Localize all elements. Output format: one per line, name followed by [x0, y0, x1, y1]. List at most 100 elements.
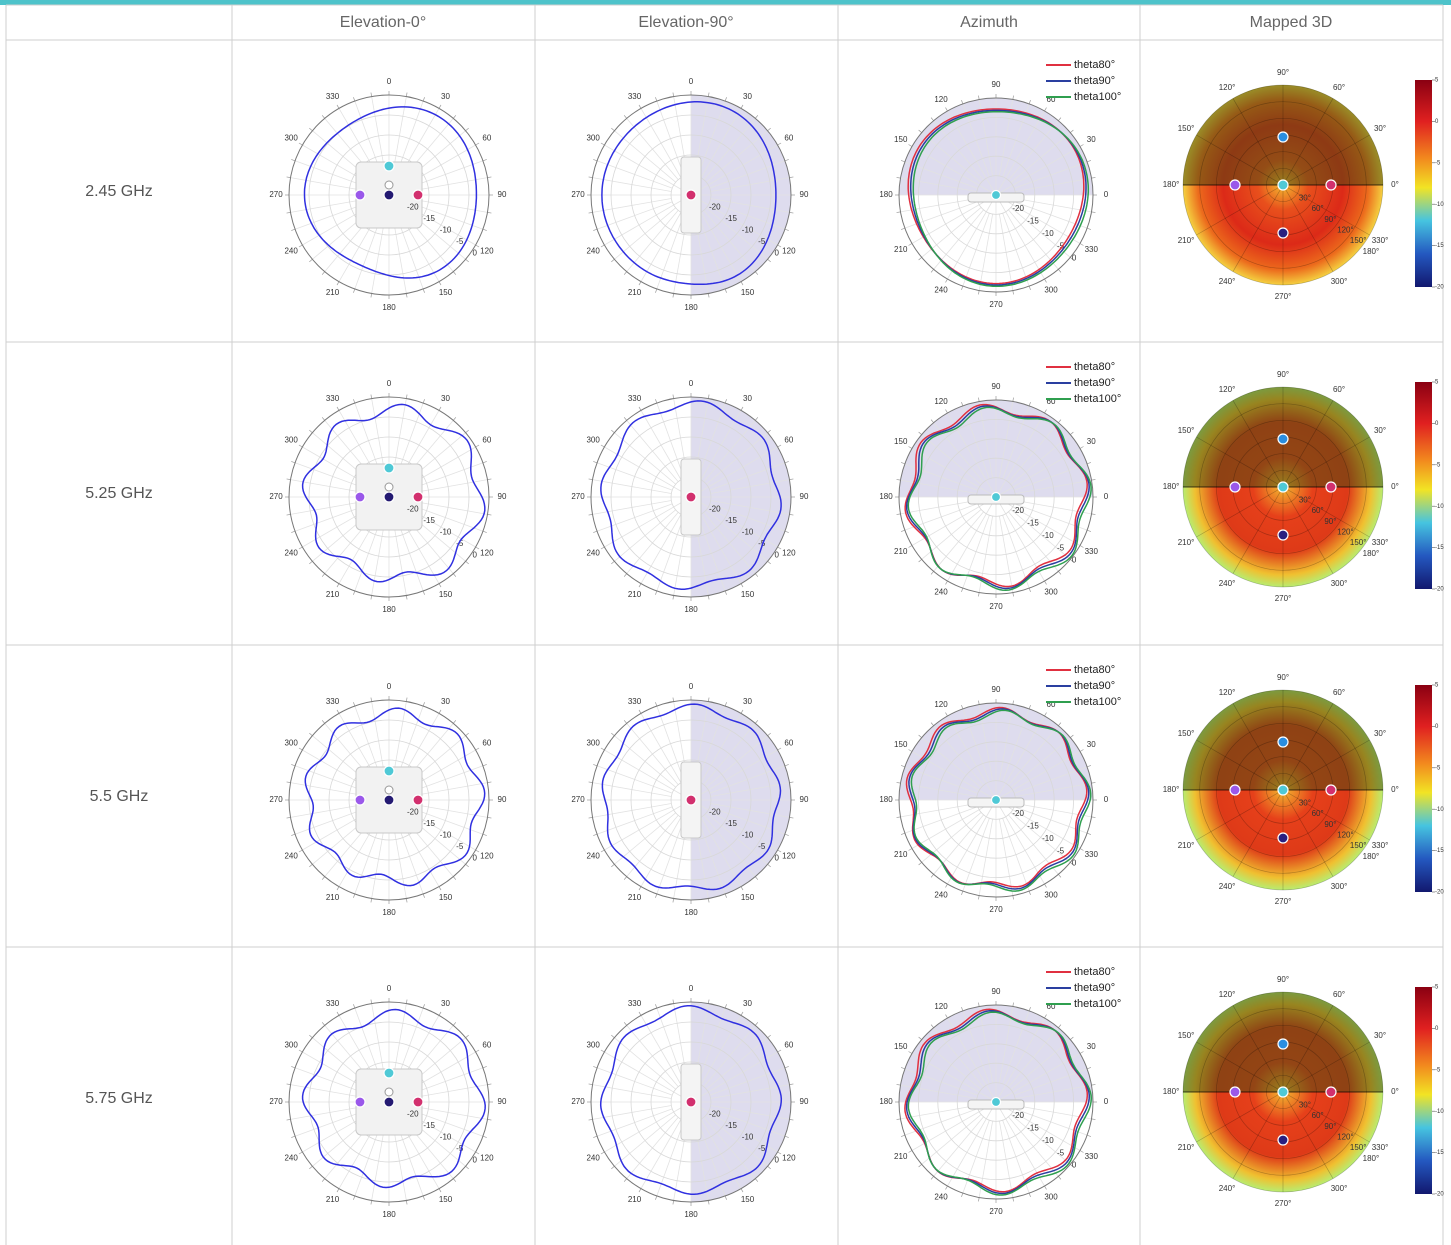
angle-tick	[755, 720, 759, 724]
angle-tick	[1044, 1014, 1047, 1019]
radial-label: -20	[709, 203, 721, 212]
angle-tick	[336, 406, 340, 411]
angle-label: 300	[1044, 587, 1058, 596]
radial-grid	[328, 134, 450, 256]
angle-tick	[961, 588, 964, 593]
angle-label: 300	[1044, 1192, 1058, 1201]
angle-label: 330	[628, 697, 642, 706]
spoke	[604, 446, 692, 498]
angle-tick	[672, 293, 674, 298]
theta-label: 120°	[1337, 831, 1354, 840]
angle-tick	[1087, 765, 1092, 768]
angle-label: 0	[689, 379, 694, 388]
angle-tick	[789, 514, 794, 516]
marker-dot	[990, 794, 1002, 806]
angle-label: 150	[439, 288, 453, 297]
angle-tick	[321, 573, 325, 577]
angle-tick	[438, 1188, 442, 1193]
angle-tick	[321, 1178, 325, 1182]
marker-dot	[412, 1096, 424, 1108]
angle-tick	[724, 702, 727, 707]
marker-dot	[685, 1096, 697, 1108]
angle-label: 120	[480, 549, 494, 558]
radial-grid	[898, 399, 1094, 595]
angle-tick	[789, 478, 794, 480]
angle-tick	[672, 1200, 674, 1205]
table-row: 5.5 GHz0306090120150180210240270300330-2…	[90, 664, 1445, 917]
angle-label: 90	[498, 492, 507, 501]
radial-grid	[898, 97, 1094, 293]
elevation-90-plot: 0 30 60 90 120 150 180 210 240 270 300 330 -20 -15 -10…	[571, 379, 809, 614]
angle-tick	[708, 697, 710, 702]
angle-tick	[945, 1014, 948, 1019]
colorbar-label: -10	[1435, 202, 1444, 208]
angle-label: 90	[498, 190, 507, 199]
marker-dot	[383, 189, 395, 201]
angle-tick	[655, 97, 658, 102]
angle-label: 90	[800, 795, 809, 804]
angle-tick	[291, 764, 296, 767]
radial-grid	[956, 457, 1036, 537]
mapped-3d-plot: 0°30°60°90°120°150°180°210°240°270°300°3…	[1163, 673, 1445, 906]
angle-label: 240°	[1219, 882, 1236, 891]
angle-label: 150	[439, 590, 453, 599]
angle-tick	[708, 92, 710, 97]
radial-label: -20	[1012, 809, 1024, 818]
radial-label: -5	[1057, 1148, 1065, 1157]
angle-tick	[370, 595, 372, 600]
angle-tick	[453, 417, 457, 421]
angle-tick	[961, 286, 964, 291]
angle-label: 150	[741, 288, 755, 297]
angle-label: 0°	[1391, 1087, 1399, 1096]
angle-tick	[908, 446, 913, 449]
angle-tick	[1028, 401, 1031, 406]
spoke	[604, 1051, 692, 1103]
angle-tick	[353, 702, 356, 707]
marker-dot	[1325, 179, 1337, 191]
radial-label: -15	[725, 214, 737, 223]
angle-tick	[298, 1151, 303, 1155]
column-header: Elevation-90°	[638, 14, 733, 31]
angle-tick	[422, 97, 425, 102]
angle-label: 90	[800, 492, 809, 501]
radial-label: -10	[440, 528, 452, 537]
angle-tick	[1091, 177, 1096, 179]
angle-tick	[593, 833, 598, 836]
theta-label: 90°	[1324, 820, 1336, 829]
angle-tick	[945, 712, 948, 717]
angle-label: 240°	[1219, 1184, 1236, 1193]
angle-label: 30	[1087, 1042, 1096, 1051]
angle-tick	[588, 781, 593, 783]
angle-tick	[588, 817, 593, 819]
angle-tick	[930, 419, 934, 423]
angle-label: 150	[439, 893, 453, 902]
theta-label: 150°	[1350, 538, 1367, 547]
spoke	[604, 1101, 692, 1153]
angle-label: 150	[894, 740, 908, 749]
angle-tick	[784, 1066, 789, 1069]
angle-label: 180	[684, 1210, 698, 1219]
theta-label: 150°	[1350, 236, 1367, 245]
spoke	[690, 496, 778, 548]
theta-label: 180°	[1363, 247, 1380, 256]
legend-label: theta100°	[1074, 998, 1121, 1010]
radial-grid	[348, 1061, 430, 1143]
angle-tick	[896, 1118, 901, 1120]
angle-tick	[336, 281, 340, 286]
angle-tick	[406, 999, 408, 1004]
angle-tick	[600, 1049, 605, 1053]
angle-tick	[672, 999, 674, 1004]
marker-dot	[383, 1067, 395, 1079]
angle-tick	[370, 999, 372, 1004]
angle-tick	[896, 782, 901, 784]
angle-tick	[422, 399, 425, 404]
radial-grid	[630, 134, 752, 256]
angle-tick	[961, 401, 964, 406]
angle-tick	[1091, 1084, 1096, 1086]
radial-grid	[590, 94, 792, 296]
radial-label: -5	[1057, 543, 1065, 552]
radial-grid	[308, 1021, 470, 1183]
angle-label: 90	[992, 382, 1001, 391]
marker-dot	[383, 160, 395, 172]
angle-tick	[784, 530, 789, 533]
